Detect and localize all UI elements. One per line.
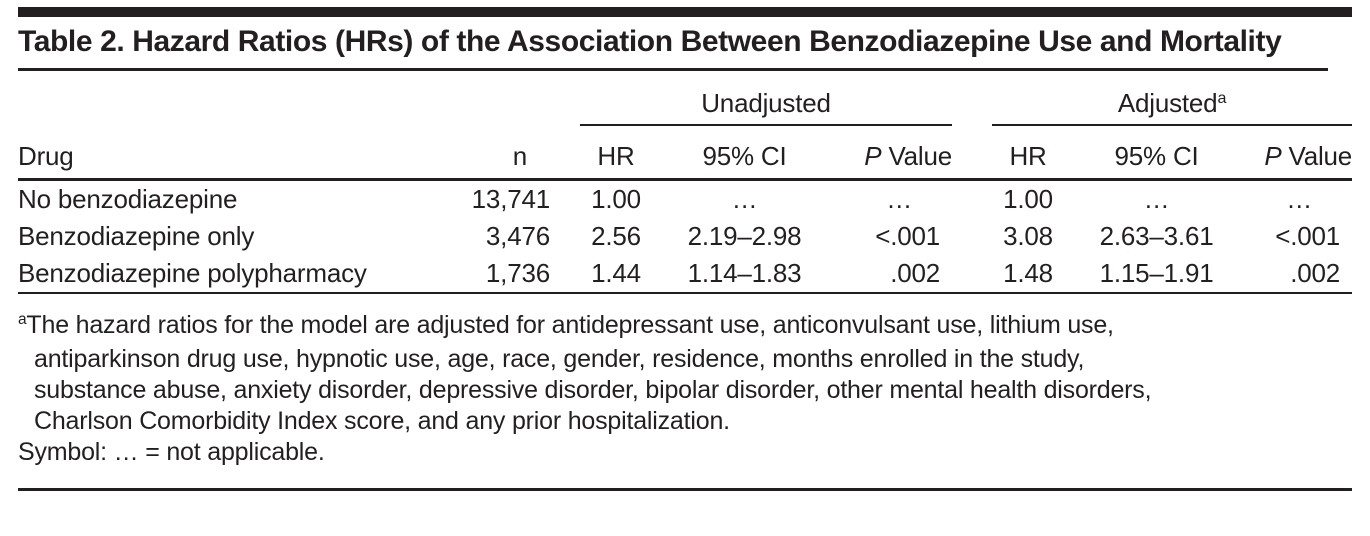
group-header-spacer	[555, 71, 580, 125]
cell-unadjusted-hr: 2.56	[591, 221, 641, 251]
cell-n: 3,476	[485, 221, 550, 251]
group-header-spacer	[425, 71, 555, 125]
column-header-row: Drug n HR 95% CI P Value HR 95% CI P Val…	[18, 125, 1353, 181]
cell-drug: Benzodiazepine polypharmacy	[18, 255, 425, 294]
table-row-no-benzodiazepine: No benzodiazepine 13,741 1.00 … … 1.00 ……	[18, 180, 1352, 219]
cell-unadjusted-ci: 2.19–2.98	[687, 221, 802, 251]
table-title: Table 2. Hazard Ratios (HRs) of the Asso…	[18, 24, 1328, 71]
bottom-rule	[18, 488, 1352, 491]
cell-spacer	[952, 180, 992, 219]
group-header-unadjusted: Unadjusted	[580, 71, 953, 126]
pvalue-italic-p: P	[864, 141, 882, 171]
cell-drug: Benzodiazepine only	[18, 221, 255, 251]
cell-adjusted-pvalue: …	[1286, 184, 1313, 214]
cell-unadjusted-hr: 1.44	[580, 255, 652, 294]
cell-adjusted-ci: 2.63–3.61	[1099, 221, 1214, 251]
cell-spacer	[555, 255, 580, 294]
top-rule-bar	[18, 7, 1352, 17]
adjusted-footnote-marker: a	[1217, 89, 1227, 108]
cell-adjusted-pvalue: .002	[1249, 255, 1353, 294]
pvalue-rest: Value	[881, 141, 953, 171]
group-header-unadjusted-label: Unadjusted	[701, 88, 831, 118]
pvalue-italic-p: P	[1264, 141, 1282, 171]
footnotes-block: aThe hazard ratios for the model are adj…	[18, 310, 1352, 468]
hazard-ratio-table: Unadjusted Adjusteda Drug n HR 95% CI P …	[18, 71, 1353, 294]
column-header-unadjusted-ci: 95% CI	[652, 125, 837, 181]
table-row-benzodiazepine-only: Benzodiazepine only 3,476 2.56 2.19–2.98…	[18, 218, 1352, 255]
cell-adjusted-hr: 1.48	[992, 255, 1065, 294]
cell-adjusted-hr: 1.00	[1003, 184, 1053, 214]
cell-adjusted-ci: 1.15–1.91	[1064, 255, 1250, 294]
cell-unadjusted-hr: 1.00	[591, 184, 641, 214]
cell-adjusted-ci: …	[1143, 184, 1170, 214]
column-header-n: n	[425, 125, 555, 181]
column-header-adjusted-ci: 95% CI	[1064, 125, 1250, 181]
group-header-adjusted: Adjusteda	[992, 71, 1353, 126]
footnote-a: aThe hazard ratios for the model are adj…	[18, 310, 1199, 437]
page-container: Table 2. Hazard Ratios (HRs) of the Asso…	[18, 7, 1353, 491]
cell-spacer	[952, 218, 992, 255]
cell-n: 1,736	[425, 255, 555, 294]
table-row-benzodiazepine-polypharmacy: Benzodiazepine polypharmacy 1,736 1.44 1…	[18, 255, 1353, 294]
cell-unadjusted-ci: …	[731, 184, 758, 214]
column-header-spacer	[952, 125, 993, 181]
cell-spacer	[555, 180, 580, 219]
footnote-symbol: Symbol: … = not applicable.	[18, 438, 325, 466]
column-header-adjusted-pvalue: P Value	[1249, 125, 1353, 181]
column-header-adjusted-hr: HR	[992, 125, 1065, 181]
cell-drug: No benzodiazepine	[18, 184, 238, 214]
cell-unadjusted-pvalue: …	[886, 184, 913, 214]
footnote-a-text: The hazard ratios for the model are adju…	[26, 311, 1152, 435]
cell-unadjusted-pvalue: .002	[837, 255, 953, 294]
group-header-adjusted-label: Adjusted	[1117, 88, 1218, 118]
column-header-unadjusted-hr: HR	[580, 125, 652, 181]
cell-spacer	[952, 255, 993, 294]
group-header-row: Unadjusted Adjusteda	[18, 71, 1353, 126]
cell-unadjusted-ci: 1.14–1.83	[652, 255, 837, 294]
cell-adjusted-pvalue: <.001	[1275, 221, 1341, 251]
pvalue-rest: Value	[1281, 141, 1353, 171]
cell-spacer	[555, 218, 580, 255]
column-header-drug: Drug	[18, 125, 425, 181]
cell-n: 13,741	[471, 184, 551, 214]
group-header-spacer	[18, 71, 425, 125]
group-header-spacer	[952, 71, 992, 125]
cell-unadjusted-pvalue: <.001	[875, 221, 941, 251]
column-header-spacer	[555, 125, 580, 181]
footnote-a-marker: a	[18, 311, 27, 329]
column-header-unadjusted-pvalue: P Value	[837, 125, 953, 181]
cell-adjusted-hr: 3.08	[1003, 221, 1053, 251]
